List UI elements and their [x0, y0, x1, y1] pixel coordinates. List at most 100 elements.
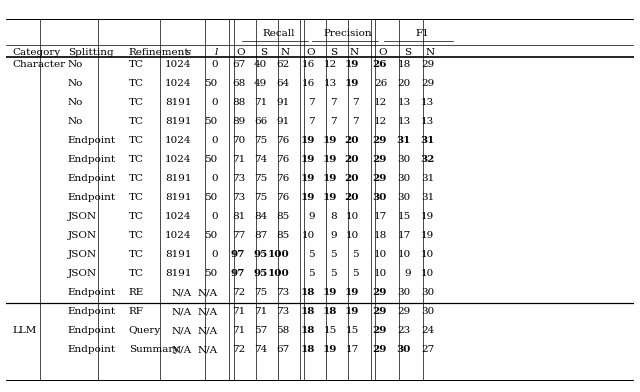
Text: 97: 97 [231, 250, 245, 259]
Text: 31: 31 [397, 136, 411, 145]
Text: 5: 5 [308, 250, 315, 259]
Text: 19: 19 [344, 79, 359, 88]
Text: 84: 84 [254, 212, 268, 221]
Text: 19: 19 [421, 212, 434, 221]
Text: 7: 7 [308, 98, 315, 107]
Text: 29: 29 [372, 174, 387, 183]
Text: Category: Category [13, 48, 61, 57]
Text: N/A: N/A [172, 326, 191, 335]
Text: 19: 19 [421, 231, 434, 240]
Text: No: No [68, 60, 83, 69]
Text: 71: 71 [254, 307, 268, 316]
Text: TC: TC [129, 250, 144, 259]
Text: 50: 50 [205, 79, 218, 88]
Text: Endpoint: Endpoint [68, 155, 116, 164]
Text: 74: 74 [254, 155, 268, 164]
Text: 12: 12 [374, 98, 387, 107]
Text: 7: 7 [330, 98, 337, 107]
Text: l: l [214, 48, 218, 57]
Text: TC: TC [129, 60, 144, 69]
Text: JSON: JSON [68, 212, 97, 221]
Text: TC: TC [129, 174, 144, 183]
Text: Refinement: Refinement [129, 48, 189, 57]
Text: 73: 73 [276, 307, 289, 316]
Text: 77: 77 [232, 231, 245, 240]
Text: S: S [404, 48, 411, 57]
Text: 29: 29 [372, 155, 387, 164]
Text: O: O [307, 48, 315, 57]
Text: 100: 100 [268, 250, 289, 259]
Text: 10: 10 [346, 212, 359, 221]
Text: 29: 29 [372, 136, 387, 145]
Text: 75: 75 [254, 136, 268, 145]
Text: 71: 71 [232, 326, 245, 335]
Text: 5: 5 [308, 269, 315, 278]
Text: N: N [425, 48, 434, 57]
Text: 30: 30 [421, 288, 434, 297]
Text: 16: 16 [301, 60, 315, 69]
Text: JSON: JSON [68, 231, 97, 240]
Text: TC: TC [129, 79, 144, 88]
Text: 85: 85 [276, 212, 289, 221]
Text: 13: 13 [397, 98, 411, 107]
Text: 19: 19 [323, 288, 337, 297]
Text: 32: 32 [420, 155, 434, 164]
Text: 64: 64 [276, 79, 289, 88]
Text: 16: 16 [301, 79, 315, 88]
Text: 15: 15 [324, 326, 337, 335]
Text: 30: 30 [421, 307, 434, 316]
Text: 18: 18 [374, 231, 387, 240]
Text: 19: 19 [301, 193, 315, 202]
Text: 72: 72 [232, 288, 245, 297]
Text: Summary: Summary [129, 345, 179, 354]
Text: 13: 13 [397, 117, 411, 126]
Text: 29: 29 [372, 345, 387, 354]
Text: 18: 18 [301, 288, 315, 297]
Text: Endpoint: Endpoint [68, 288, 116, 297]
Text: N/A: N/A [198, 326, 218, 335]
Text: 31: 31 [421, 174, 434, 183]
Text: 9: 9 [308, 212, 315, 221]
Text: 12: 12 [324, 60, 337, 69]
Text: 50: 50 [205, 155, 218, 164]
Text: 17: 17 [374, 212, 387, 221]
Text: 1024: 1024 [165, 231, 191, 240]
Text: 50: 50 [205, 193, 218, 202]
Text: 17: 17 [346, 345, 359, 354]
Text: O: O [237, 48, 245, 57]
Text: 29: 29 [397, 307, 411, 316]
Text: 13: 13 [421, 117, 434, 126]
Text: 20: 20 [344, 136, 359, 145]
Text: 19: 19 [323, 136, 337, 145]
Text: JSON: JSON [68, 250, 97, 259]
Text: 31: 31 [420, 136, 434, 145]
Text: 7: 7 [352, 98, 359, 107]
Text: 76: 76 [276, 193, 289, 202]
Text: 72: 72 [232, 345, 245, 354]
Text: 62: 62 [276, 60, 289, 69]
Text: 66: 66 [254, 117, 268, 126]
Text: 19: 19 [323, 193, 337, 202]
Text: Endpoint: Endpoint [68, 345, 116, 354]
Text: 29: 29 [372, 307, 387, 316]
Text: 5: 5 [330, 269, 337, 278]
Text: 19: 19 [323, 174, 337, 183]
Text: N/A: N/A [198, 288, 218, 297]
Text: 0: 0 [211, 136, 218, 145]
Text: TC: TC [129, 231, 144, 240]
Text: 7: 7 [308, 117, 315, 126]
Text: 30: 30 [397, 345, 411, 354]
Text: 19: 19 [301, 174, 315, 183]
Text: 50: 50 [205, 231, 218, 240]
Text: 8: 8 [330, 212, 337, 221]
Text: 20: 20 [344, 174, 359, 183]
Text: 10: 10 [374, 269, 387, 278]
Text: TC: TC [129, 117, 144, 126]
Text: 18: 18 [301, 307, 315, 316]
Text: 20: 20 [344, 193, 359, 202]
Text: 75: 75 [254, 193, 268, 202]
Text: 26: 26 [372, 60, 387, 69]
Text: 97: 97 [231, 269, 245, 278]
Text: 8191: 8191 [165, 193, 191, 202]
Text: 67: 67 [232, 60, 245, 69]
